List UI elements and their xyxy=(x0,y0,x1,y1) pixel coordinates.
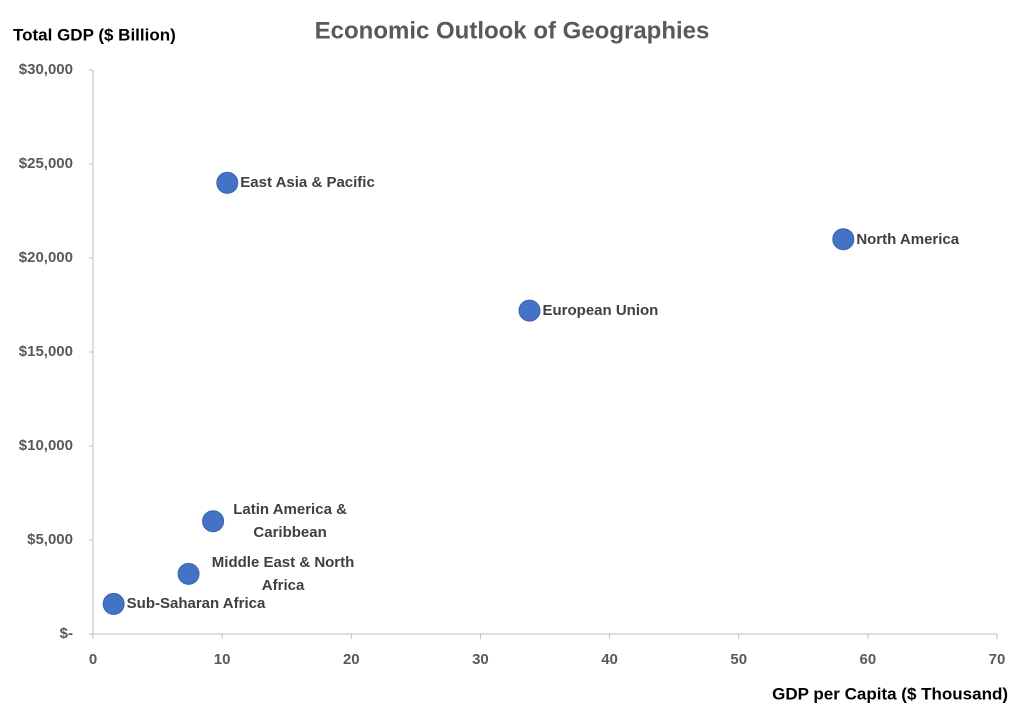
y-tick-label: $5,000 xyxy=(27,531,73,548)
point xyxy=(177,562,200,585)
x-tick-label: 40 xyxy=(601,651,618,668)
y-tick-label: $10,000 xyxy=(19,437,73,454)
chart-title: Economic Outlook of Geographies xyxy=(315,17,710,44)
point-label: European Union xyxy=(542,302,659,320)
point-label: Sub-Saharan Africa xyxy=(126,595,266,613)
x-axis-label: GDP per Capita ($ Thousand) xyxy=(772,684,1008,703)
x-tick-label: 70 xyxy=(989,651,1006,668)
y-tick-label: $15,000 xyxy=(19,343,73,360)
point-label: Middle East & North Africa xyxy=(211,553,355,594)
point xyxy=(216,171,239,194)
x-tick-label: 60 xyxy=(860,651,877,668)
y-tick-label: $30,000 xyxy=(19,61,73,78)
point xyxy=(102,592,125,615)
y-tick-label: $20,000 xyxy=(19,249,73,266)
point-label: Latin America & Caribbean xyxy=(233,501,347,542)
point-label: North America xyxy=(856,230,960,248)
y-tick-label: $25,000 xyxy=(19,155,73,172)
point xyxy=(202,510,225,533)
point-label: East Asia & Pacific xyxy=(240,174,375,192)
x-tick-label: 20 xyxy=(343,651,360,668)
x-tick-label: 50 xyxy=(730,651,747,668)
point xyxy=(832,228,855,251)
point xyxy=(518,299,541,322)
x-tick-label: 0 xyxy=(89,651,97,668)
x-tick-label: 30 xyxy=(472,651,489,668)
x-tick-label: 10 xyxy=(214,651,231,668)
y-axis-label: Total GDP ($ Billion) xyxy=(13,25,176,44)
y-tick-label: $- xyxy=(60,625,73,642)
